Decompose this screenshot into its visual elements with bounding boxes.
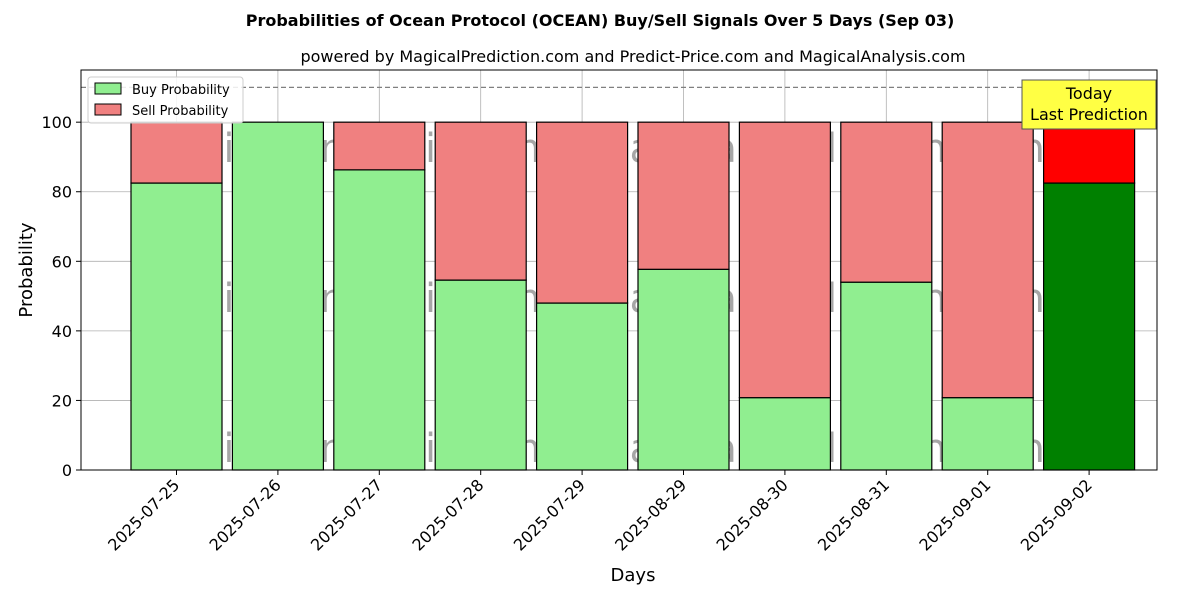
x-tick-label: 2025-09-02 <box>1017 475 1096 554</box>
sell-bar <box>130 121 223 184</box>
legend-label-buy: Buy Probability <box>132 83 230 98</box>
legend-box <box>87 76 244 124</box>
bars <box>130 121 1136 471</box>
x-axis-label: Days <box>611 565 656 586</box>
legend-swatch-buy <box>94 82 122 95</box>
y-tick-label: 20 <box>52 391 72 410</box>
y-tick-label: 60 <box>52 252 72 271</box>
buy-bar <box>840 281 933 471</box>
legend: Buy Probability Sell Probability <box>87 76 244 124</box>
plot-frame <box>80 69 1158 471</box>
sell-bar <box>941 121 1034 399</box>
buy-bar <box>637 268 730 471</box>
y-tick-label: 0 <box>62 461 72 480</box>
annotation-line-1: Today <box>1065 84 1112 103</box>
sell-bar <box>434 121 527 281</box>
x-tick-label: 2025-09-01 <box>915 475 994 554</box>
x-tick-label: 2025-07-29 <box>510 475 589 554</box>
x-tick-label: 2025-08-31 <box>814 475 893 554</box>
y-tick-label: 80 <box>52 183 72 202</box>
x-tick-label: 2025-07-26 <box>206 475 285 554</box>
buy-bar <box>738 397 832 471</box>
x-tick-label: 2025-07-25 <box>104 475 183 554</box>
annotation-line-2: Last Prediction <box>1030 105 1148 124</box>
y-axis: 0 20 40 60 80 100 <box>41 113 81 480</box>
buy-bar <box>231 121 324 471</box>
buy-bar <box>1042 182 1136 471</box>
buy-bar <box>130 182 223 471</box>
buy-bar <box>941 397 1034 471</box>
x-tick-label: 2025-08-29 <box>611 475 690 554</box>
sell-bar <box>1042 121 1136 184</box>
sell-bar <box>333 121 426 171</box>
y-tick-label: 100 <box>41 113 72 132</box>
buy-bar <box>434 279 527 471</box>
sell-bar <box>637 121 730 270</box>
annotation-box <box>1021 79 1157 130</box>
x-tick-label: 2025-08-30 <box>713 475 792 554</box>
y-tick-label: 40 <box>52 322 72 341</box>
today-annotation: Today Last Prediction <box>1021 79 1157 130</box>
chart-subtitle: powered by MagicalPrediction.com and Pre… <box>300 47 965 66</box>
buy-bar <box>535 302 629 471</box>
x-tick-label: 2025-07-27 <box>307 475 386 554</box>
x-tick-label: 2025-07-28 <box>408 475 487 554</box>
y-axis-label: Probability <box>16 222 37 317</box>
sell-bar <box>738 121 832 399</box>
sell-bar <box>535 121 629 304</box>
buy-bar <box>333 169 426 471</box>
chart-title: Probabilities of Ocean Protocol (OCEAN) … <box>246 11 955 30</box>
legend-swatch-sell <box>94 103 122 116</box>
sell-bar <box>840 121 933 283</box>
legend-label-sell: Sell Probability <box>132 104 229 119</box>
x-axis: 2025-07-25 2025-07-26 2025-07-27 2025-07-28… <box>104 470 1096 555</box>
